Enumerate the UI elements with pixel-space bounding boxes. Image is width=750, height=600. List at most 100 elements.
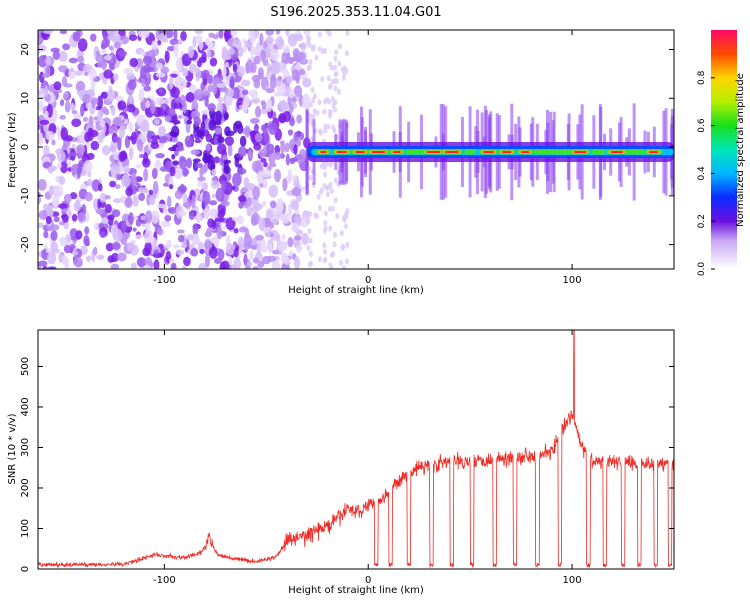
- spectrogram-blob: [330, 205, 335, 212]
- spectrogram-blob: [90, 140, 100, 151]
- colorbar-ticks: 0.0 0.2 0.4 0.6 0.8: [697, 70, 715, 276]
- spectrogram-blob: [200, 109, 211, 115]
- spectrogram-blob: [207, 74, 214, 85]
- spectrogram-blob: [215, 110, 222, 124]
- spectrogram-blob: [233, 227, 239, 234]
- spectrogram-blob: [58, 203, 68, 209]
- spectrogram-blob: [56, 162, 62, 170]
- spectrogram-blob: [164, 115, 172, 123]
- spectrogram-hot-red: [320, 150, 327, 153]
- spectrogram-blob: [43, 144, 50, 157]
- spectrogram-blob: [190, 149, 200, 156]
- spectrogram-blob: [206, 48, 212, 59]
- spectrogram-blob: [110, 257, 116, 263]
- spectrogram-blob: [173, 43, 179, 58]
- spectrogram-blob: [61, 43, 71, 51]
- spectrogram-blob: [311, 113, 316, 120]
- spectrogram-blob: [63, 244, 72, 254]
- spectrogram-blob: [308, 250, 313, 257]
- spectrogram-blob: [59, 114, 66, 120]
- spectrogram-blob: [259, 32, 264, 46]
- spectrogram-blob: [105, 242, 114, 252]
- spectrogram-blob: [158, 125, 166, 136]
- spectrogram-blob: [174, 76, 183, 88]
- spectrogram-blob: [194, 139, 202, 144]
- spectrogram-blob: [288, 88, 295, 99]
- spectrogram-blob: [101, 216, 109, 225]
- spectrogram-blob: [322, 171, 327, 178]
- spectrogram-blob: [332, 64, 337, 71]
- spectrogram-blob: [229, 76, 235, 90]
- spectrogram-blob: [200, 121, 206, 134]
- spectrogram-blob: [331, 250, 336, 257]
- spectrogram-blob: [276, 39, 285, 47]
- spectrogram-blob: [255, 234, 265, 241]
- spectrogram-blob: [186, 157, 192, 169]
- spectrogram-blob: [111, 209, 121, 218]
- spectrogram-marks: [38, 30, 674, 269]
- spectrogram-blob: [141, 119, 150, 133]
- spectrogram-blob: [341, 265, 346, 269]
- spectrogram-blob: [267, 122, 278, 135]
- spectrogram-blob: [92, 246, 98, 256]
- spectrogram-blob: [277, 75, 283, 81]
- spectrogram-blob: [285, 30, 290, 37]
- spectrogram-blob: [251, 74, 261, 83]
- spectrogram-blob: [249, 250, 254, 261]
- spectrogram-blob: [168, 76, 174, 91]
- spectrogram-blob: [135, 219, 142, 227]
- spectrogram-blob: [232, 63, 238, 73]
- spectrogram-blob: [100, 91, 108, 99]
- colorbar-label: Normalized spectral amplitude: [735, 73, 746, 227]
- spectrogram-blob: [169, 258, 175, 263]
- colorbar-tick-label: 0.8: [697, 70, 707, 85]
- spectrogram-blob: [142, 157, 151, 168]
- spectrogram-blob: [322, 248, 327, 255]
- spectrogram-blob: [155, 72, 166, 78]
- spectrogram-blob: [251, 212, 260, 225]
- spectrogram-blob: [126, 104, 136, 113]
- spectrogram-blob: [88, 115, 94, 128]
- colorbar: 0.0 0.2 0.4 0.6 0.8 Normalized spectral ampl…: [697, 30, 746, 276]
- spectrogram-blob: [58, 176, 66, 186]
- spectrogram-blob: [237, 46, 244, 57]
- spectrogram-blob: [123, 67, 133, 75]
- spectrogram-blob: [177, 38, 183, 45]
- spectrogram-blob: [237, 236, 244, 251]
- spectrogram-blob: [158, 136, 169, 142]
- spectrogram-hot-red: [521, 150, 530, 153]
- spectrogram-blob: [306, 244, 311, 251]
- spectrogram-blob: [89, 33, 97, 42]
- spectrogram-blob: [44, 65, 51, 78]
- spectrogram-blob: [335, 213, 340, 220]
- spectrogram-blob: [64, 100, 71, 113]
- spectrogram-blob: [145, 221, 151, 234]
- spectrogram-blob: [146, 73, 152, 79]
- spectrogram-blob: [148, 189, 154, 195]
- spectrogram-blob: [114, 184, 121, 190]
- spectrogram-blob: [198, 56, 207, 64]
- spectrogram-blob: [70, 102, 75, 113]
- spectrogram-blob: [67, 160, 72, 175]
- spectrogram-blob: [337, 60, 342, 67]
- spectrogram-blob: [317, 205, 322, 212]
- spectrogram-blob: [121, 220, 128, 231]
- spectrogram-blob: [341, 75, 346, 82]
- colorbar-tick-label: 0.0: [697, 262, 707, 277]
- spectrogram-frame: [37, 29, 675, 270]
- spectrogram-blob: [164, 50, 170, 63]
- spectrogram-ytick-label: -20: [20, 236, 31, 252]
- snr-ytick-label: 300: [20, 438, 31, 457]
- spectrogram-blob: [175, 146, 185, 152]
- spectrogram-blob: [245, 61, 250, 74]
- spectrogram-blob: [171, 153, 176, 160]
- spectrogram-blob: [68, 67, 76, 80]
- spectrogram-blob: [328, 82, 333, 89]
- spectrogram-blob: [211, 168, 217, 177]
- colorbar-tick-label: 0.4: [697, 166, 707, 181]
- spectrogram-blob: [238, 226, 247, 233]
- spectrogram-blob: [233, 257, 242, 269]
- spectrogram-blob: [73, 201, 82, 212]
- spectrogram-blob: [293, 85, 303, 97]
